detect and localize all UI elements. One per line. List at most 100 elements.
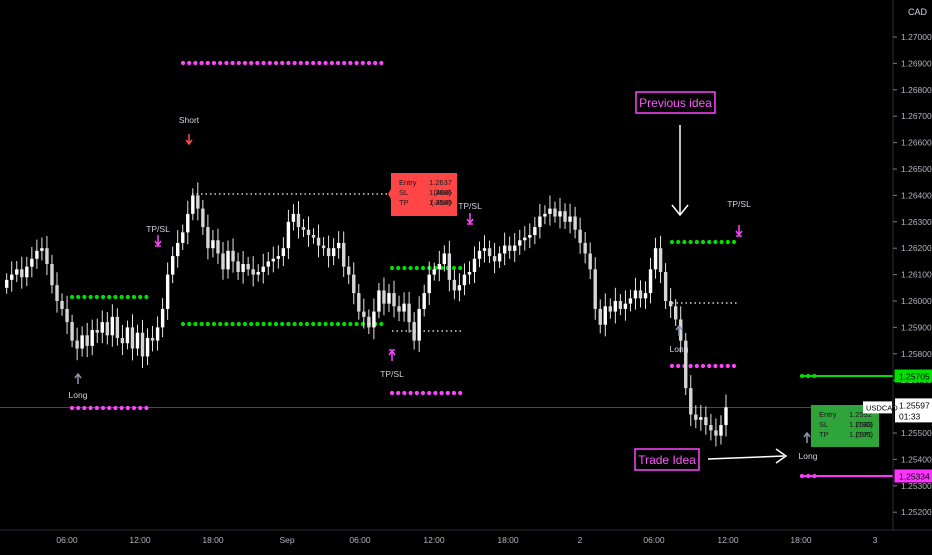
- candle-body[interactable]: [658, 248, 663, 272]
- candle-body[interactable]: [663, 271, 668, 301]
- candle-body[interactable]: [181, 232, 185, 243]
- candle-body[interactable]: [472, 258, 477, 272]
- candle-body[interactable]: [548, 208, 552, 214]
- candle-body[interactable]: [35, 250, 39, 259]
- candle-body[interactable]: [372, 311, 376, 328]
- candle-body[interactable]: [593, 269, 597, 309]
- candle-body[interactable]: [457, 285, 462, 291]
- trade-idea-callout[interactable]: [634, 448, 700, 471]
- candle-body[interactable]: [402, 303, 406, 312]
- candle-body[interactable]: [100, 322, 104, 333]
- candle-body[interactable]: [422, 293, 426, 309]
- candle-body[interactable]: [477, 250, 482, 259]
- candle-body[interactable]: [90, 330, 94, 346]
- candle-body[interactable]: [331, 248, 336, 257]
- candle-body[interactable]: [392, 293, 396, 307]
- candle-body[interactable]: [306, 229, 311, 235]
- candle-body[interactable]: [709, 425, 713, 431]
- candle-body[interactable]: [528, 235, 532, 238]
- candle-body[interactable]: [397, 306, 401, 312]
- candle-body[interactable]: [50, 264, 54, 286]
- candle-body[interactable]: [296, 213, 301, 228]
- candle-body[interactable]: [10, 274, 14, 280]
- candle-body[interactable]: [251, 269, 255, 275]
- candle-body[interactable]: [326, 248, 331, 257]
- candle-body[interactable]: [110, 316, 115, 336]
- candle-body[interactable]: [352, 274, 356, 294]
- candle-body[interactable]: [377, 290, 381, 312]
- candle-body[interactable]: [492, 256, 497, 262]
- candle-body[interactable]: [105, 322, 109, 336]
- candle-body[interactable]: [673, 306, 678, 320]
- candle-body[interactable]: [704, 417, 708, 426]
- candle-body[interactable]: [155, 327, 160, 341]
- candle-body[interactable]: [170, 256, 175, 275]
- candle-body[interactable]: [65, 308, 69, 323]
- candle-body[interactable]: [553, 208, 557, 217]
- candle-body[interactable]: [618, 301, 623, 309]
- candle-body[interactable]: [160, 308, 165, 328]
- candle-body[interactable]: [447, 253, 452, 280]
- candle-body[interactable]: [613, 301, 618, 312]
- candle-body[interactable]: [427, 274, 431, 294]
- candle-body[interactable]: [442, 253, 447, 265]
- candle-body[interactable]: [684, 340, 688, 389]
- candle-body[interactable]: [382, 290, 386, 304]
- candle-body[interactable]: [60, 301, 64, 309]
- candle-body[interactable]: [412, 322, 416, 341]
- candle-body[interactable]: [724, 407, 728, 426]
- candle-body[interactable]: [452, 279, 457, 291]
- candle-body[interactable]: [432, 269, 436, 275]
- candle-body[interactable]: [588, 253, 592, 270]
- candle-body[interactable]: [256, 271, 260, 275]
- candle-body[interactable]: [236, 261, 240, 272]
- candle-body[interactable]: [583, 242, 587, 254]
- candle-body[interactable]: [291, 213, 296, 222]
- candle-body[interactable]: [598, 308, 602, 325]
- candle-body[interactable]: [241, 264, 245, 272]
- candle-body[interactable]: [653, 248, 658, 270]
- candle-body[interactable]: [211, 240, 215, 249]
- candle-body[interactable]: [502, 245, 507, 254]
- candle-body[interactable]: [191, 195, 195, 214]
- candle-body[interactable]: [487, 248, 492, 257]
- candle-body[interactable]: [40, 248, 44, 251]
- candle-body[interactable]: [30, 258, 34, 267]
- candle-body[interactable]: [25, 266, 29, 278]
- candle-body[interactable]: [311, 235, 316, 238]
- candle-body[interactable]: [221, 253, 225, 270]
- candle-body[interactable]: [135, 332, 140, 349]
- candle-body[interactable]: [543, 213, 547, 217]
- candle-body[interactable]: [266, 261, 270, 267]
- candle-body[interactable]: [628, 298, 633, 304]
- candle-body[interactable]: [165, 274, 170, 309]
- candle-body[interactable]: [115, 316, 120, 338]
- candle-body[interactable]: [226, 250, 230, 270]
- candle-body[interactable]: [643, 293, 648, 299]
- candle-body[interactable]: [45, 248, 49, 265]
- candle-body[interactable]: [603, 306, 607, 325]
- candle-body[interactable]: [578, 229, 582, 243]
- candle-body[interactable]: [462, 274, 467, 286]
- candle-body[interactable]: [497, 253, 502, 262]
- candle-body[interactable]: [150, 337, 155, 341]
- candle-body[interactable]: [125, 327, 130, 344]
- candle-body[interactable]: [467, 271, 472, 275]
- candle-body[interactable]: [689, 388, 693, 415]
- candle-body[interactable]: [407, 303, 411, 323]
- candle-body[interactable]: [387, 293, 391, 304]
- candle-body[interactable]: [120, 337, 125, 344]
- candle-body[interactable]: [80, 335, 84, 349]
- candle-body[interactable]: [20, 269, 24, 278]
- candle-body[interactable]: [719, 425, 723, 436]
- candle-body[interactable]: [130, 327, 135, 349]
- candle-body[interactable]: [573, 216, 577, 230]
- candle-body[interactable]: [508, 245, 512, 251]
- candle-body[interactable]: [201, 208, 205, 228]
- candle-body[interactable]: [417, 308, 421, 341]
- candle-body[interactable]: [301, 227, 306, 230]
- candle-body[interactable]: [568, 216, 572, 222]
- candle-body[interactable]: [70, 322, 74, 341]
- candle-body[interactable]: [316, 237, 321, 246]
